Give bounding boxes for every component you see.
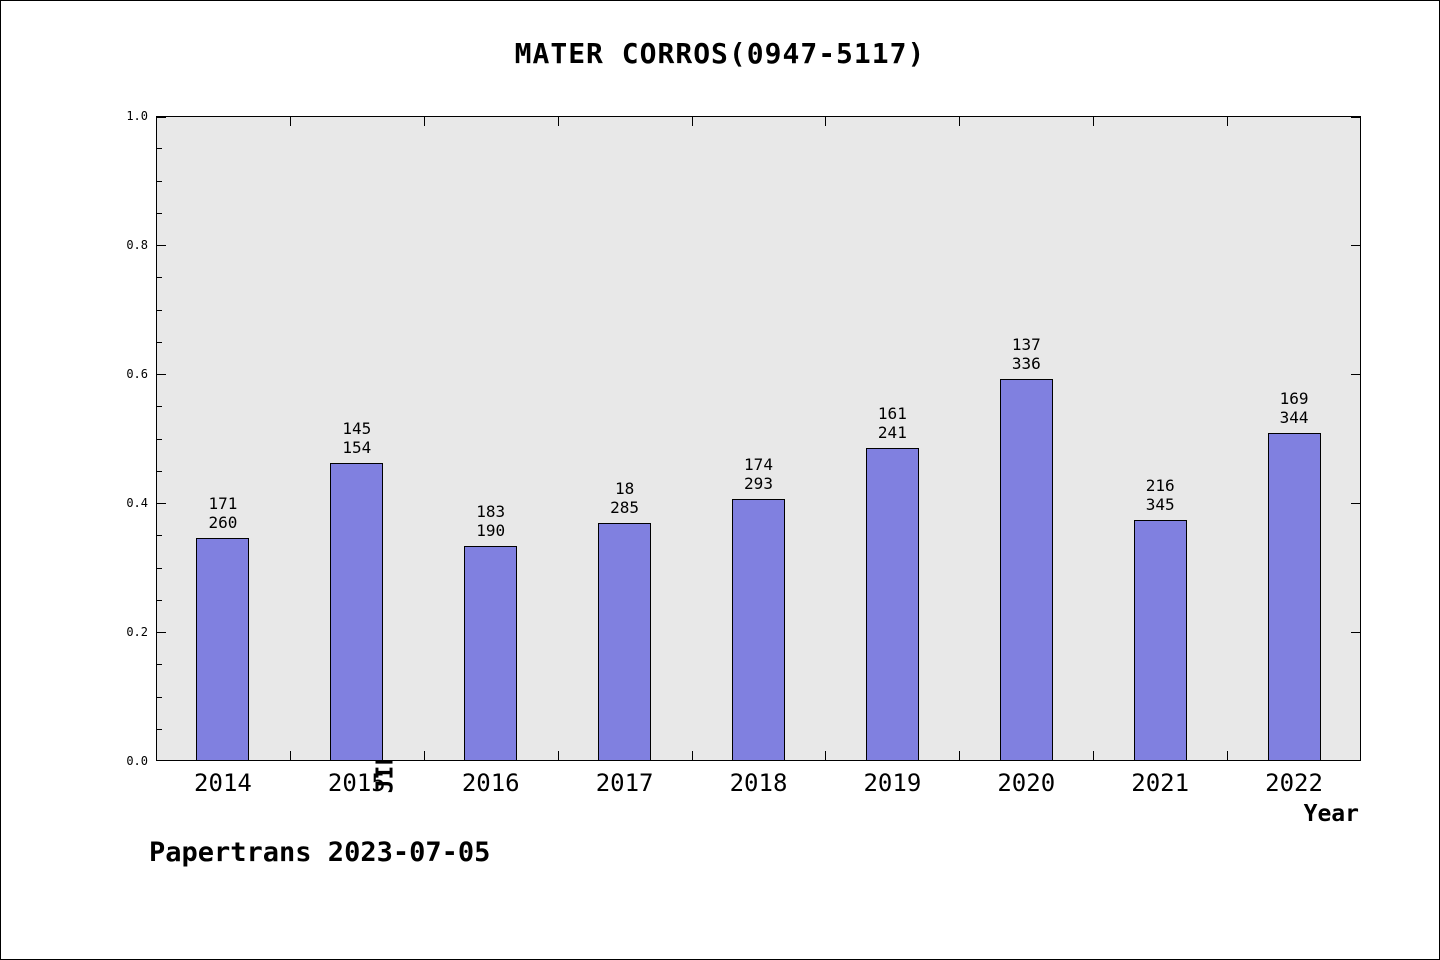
y-minor-tick: [157, 760, 162, 761]
x-boundary-tick: [423, 751, 425, 760]
x-boundary-tick-top: [423, 117, 425, 126]
x-tick-label: 2020: [997, 769, 1056, 797]
y-tick-label: 0.4: [126, 496, 148, 510]
bar-2018: [732, 499, 785, 761]
x-tick-label: 2017: [595, 769, 654, 797]
y-tick-label: 0.2: [126, 625, 148, 639]
x-tick-label: 2015: [327, 769, 386, 797]
y-minor-tick: [157, 180, 162, 182]
x-boundary-tick-top: [557, 117, 559, 126]
y-major-tick-right: [1351, 632, 1360, 633]
y-tick-label: 0.6: [126, 367, 148, 381]
footer-watermark: Papertrans 2023-07-05: [149, 837, 491, 868]
bar-value-label: 169 344: [1279, 389, 1309, 428]
x-boundary-tick-top: [959, 117, 961, 126]
y-minor-tick: [157, 696, 162, 698]
y-minor-tick: [157, 245, 162, 246]
x-tick-label: 2021: [1131, 769, 1190, 797]
chart-area: 0.0 0.2 0.4 0.6 0.8 1.0 171 260 2014 145 154 2015…: [126, 109, 1361, 797]
bar-value-label: 161 241: [877, 403, 907, 442]
x-boundary-tick: [1093, 751, 1095, 760]
x-boundary-tick: [557, 751, 559, 760]
bar-2016: [464, 546, 518, 761]
y-major-tick-right: [1351, 503, 1360, 504]
y-tick-label: 0.0: [126, 754, 148, 768]
y-minor-tick: [157, 309, 162, 311]
bar-value-label: 145 154: [342, 419, 372, 457]
y-major-tick-right: [1351, 374, 1360, 375]
x-axis-label: Year: [1303, 801, 1359, 827]
y-minor-tick: [157, 632, 162, 633]
bar-value-label: 216 345: [1145, 475, 1175, 514]
y-minor-tick: [157, 277, 162, 279]
x-boundary-tick-top: [691, 117, 693, 126]
bar-2019: [865, 447, 919, 761]
bar-2014: [196, 538, 250, 761]
x-tick-label: 2019: [863, 769, 922, 797]
y-minor-tick: [157, 728, 162, 730]
y-minor-tick: [157, 438, 162, 440]
y-minor-tick: [157, 599, 162, 601]
y-major-tick-right: [1351, 117, 1360, 118]
x-tick-label: 2014: [194, 769, 252, 797]
y-tick-label: 0.8: [126, 238, 148, 252]
bar-value-label: 18 285: [610, 478, 640, 517]
bar-value-label: 174 293: [744, 455, 773, 494]
y-major-tick-right: [1351, 245, 1360, 246]
bar-2022: [1267, 433, 1321, 761]
bar-2021: [1133, 519, 1187, 761]
x-boundary-tick-top: [1093, 117, 1095, 126]
y-minor-tick: [157, 341, 162, 343]
y-minor-tick: [157, 374, 162, 375]
x-boundary-tick-top: [825, 117, 827, 126]
bar-value-label: 183 190: [476, 502, 506, 541]
y-minor-tick: [157, 664, 162, 666]
bar-value-label: 137 336: [1011, 335, 1041, 374]
bar-2017: [598, 522, 652, 761]
y-minor-tick: [157, 148, 162, 150]
x-boundary-tick: [825, 751, 827, 760]
chart-title: MATER CORROS(0947-5117): [514, 37, 926, 70]
x-boundary-tick: [289, 751, 291, 760]
x-tick-label: 2016: [461, 769, 520, 797]
y-minor-tick: [157, 535, 162, 537]
y-tick-label: 1.0: [126, 109, 148, 123]
bar-2020: [999, 379, 1053, 761]
bar-2015: [330, 463, 384, 761]
x-boundary-tick-top: [289, 117, 291, 126]
x-boundary-tick: [691, 751, 693, 760]
y-minor-tick: [157, 503, 162, 504]
x-tick-label: 2018: [729, 769, 788, 797]
y-minor-tick: [157, 406, 162, 408]
x-tick-label: 2022: [1265, 769, 1323, 797]
x-boundary-tick-top: [1227, 117, 1229, 126]
y-major-tick-right: [1351, 760, 1360, 761]
x-boundary-tick: [959, 751, 961, 760]
y-minor-tick: [157, 567, 162, 569]
y-minor-tick: [157, 117, 162, 118]
y-minor-tick: [157, 470, 162, 472]
y-minor-tick: [157, 212, 162, 214]
x-boundary-tick: [1227, 751, 1229, 760]
bar-value-label: 171 260: [208, 494, 238, 533]
